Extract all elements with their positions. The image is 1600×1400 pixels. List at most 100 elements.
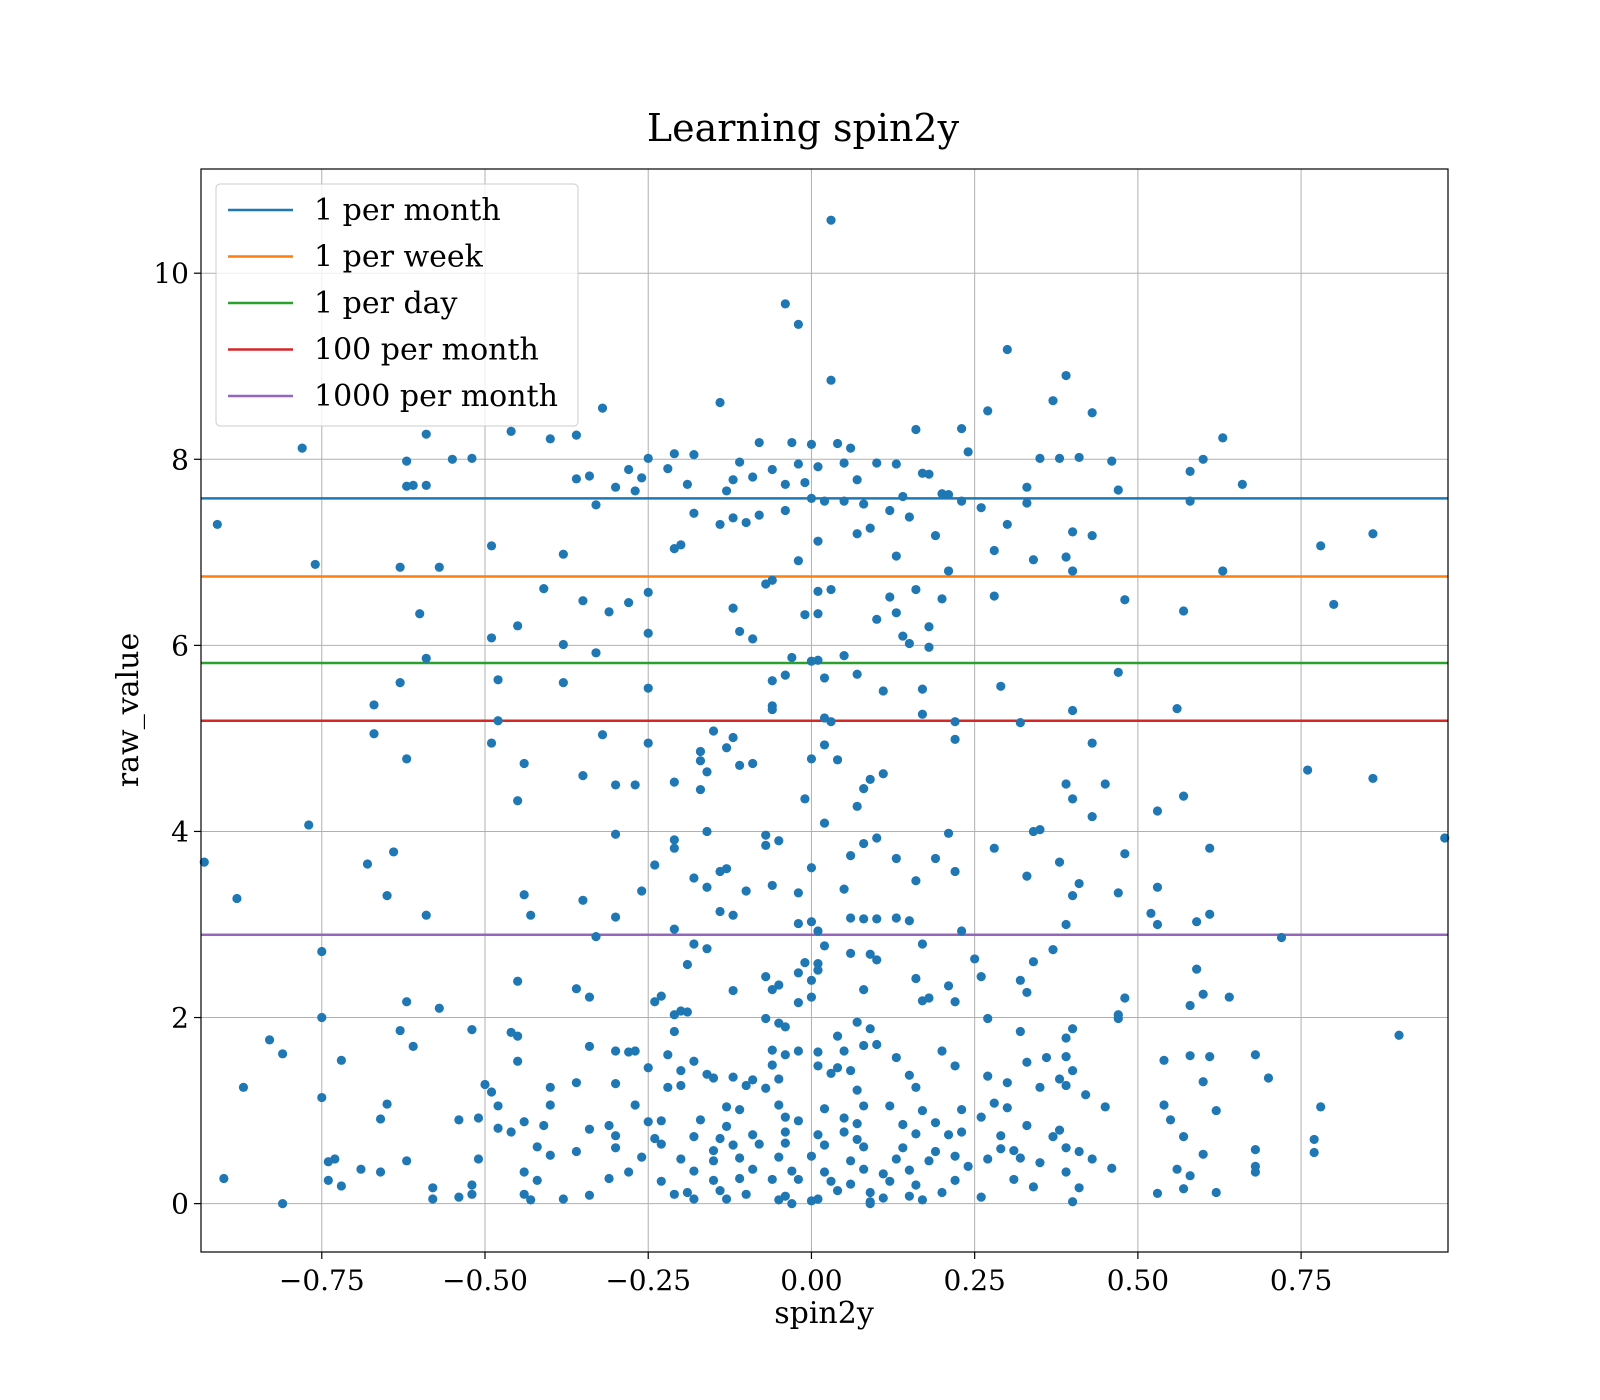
scatter-point bbox=[1205, 909, 1215, 919]
scatter-point bbox=[1205, 1052, 1215, 1062]
scatter-point bbox=[1309, 1147, 1319, 1158]
scatter-point bbox=[1185, 466, 1195, 476]
scatter-point bbox=[584, 992, 595, 1002]
scatter-point bbox=[1107, 456, 1117, 466]
scatter-point bbox=[1054, 1125, 1065, 1135]
scatter-point bbox=[1165, 1115, 1176, 1125]
scatter-point bbox=[761, 1083, 771, 1093]
scatter-point bbox=[1048, 1132, 1058, 1142]
scatter-point bbox=[421, 429, 431, 439]
scatter-point bbox=[904, 1191, 914, 1201]
scatter-point bbox=[957, 1105, 967, 1115]
scatter-point bbox=[434, 562, 444, 572]
scatter-point bbox=[748, 1075, 758, 1085]
scatter-point bbox=[865, 949, 875, 959]
scatter-point bbox=[976, 1192, 986, 1202]
scatter-point bbox=[558, 639, 568, 650]
scatter-point bbox=[708, 1175, 719, 1185]
scatter-point bbox=[212, 519, 222, 530]
scatter-point bbox=[689, 939, 699, 949]
scatter-point bbox=[957, 496, 967, 506]
scatter-point bbox=[943, 490, 954, 500]
scatter-point bbox=[1054, 453, 1065, 463]
scatter-point bbox=[878, 769, 888, 779]
scatter-point bbox=[1028, 1182, 1039, 1192]
scatter-point bbox=[1100, 1102, 1110, 1112]
scatter-point bbox=[519, 1117, 529, 1127]
scatter-point bbox=[1440, 833, 1450, 843]
scatter-point bbox=[989, 591, 999, 601]
scatter-point bbox=[1015, 1026, 1025, 1037]
scatter-point bbox=[624, 464, 634, 475]
scatter-point bbox=[885, 505, 895, 516]
scatter-point bbox=[865, 1199, 875, 1209]
scatter-point bbox=[963, 1161, 973, 1172]
scatter-point bbox=[891, 608, 901, 618]
scatter-point bbox=[911, 973, 921, 984]
scatter-point bbox=[467, 1180, 477, 1190]
data-points bbox=[199, 215, 1450, 1209]
scatter-point bbox=[1022, 1057, 1032, 1067]
scatter-point bbox=[630, 1100, 640, 1110]
scatter-point bbox=[930, 1146, 941, 1157]
scatter-point bbox=[728, 1072, 738, 1082]
scatter-point bbox=[950, 717, 960, 727]
scatter-point bbox=[702, 944, 712, 954]
scatter-point bbox=[1061, 779, 1071, 789]
legend-label: 100 per month bbox=[314, 333, 539, 368]
scatter-point bbox=[356, 1164, 366, 1174]
scatter-point bbox=[689, 450, 699, 460]
scatter-point bbox=[689, 873, 699, 883]
scatter-point bbox=[806, 863, 817, 873]
scatter-point bbox=[362, 859, 373, 869]
legend: 1 per month 1 per week 1 per day 100 per mo… bbox=[215, 183, 579, 427]
scatter-point bbox=[1329, 599, 1339, 610]
scatter-point bbox=[532, 1142, 542, 1152]
scatter-point bbox=[917, 709, 928, 719]
scatter-point bbox=[558, 549, 568, 559]
scatter-point bbox=[584, 471, 595, 481]
scatter-point bbox=[486, 633, 497, 643]
scatter-point bbox=[728, 513, 738, 523]
y-tick-label: 8 bbox=[171, 443, 189, 476]
scatter-point bbox=[1152, 806, 1163, 816]
scatter-point bbox=[865, 523, 875, 533]
scatter-point bbox=[904, 1165, 914, 1175]
scatter-point bbox=[1028, 957, 1039, 967]
scatter-point bbox=[1107, 1163, 1117, 1173]
scatter-point bbox=[689, 1132, 699, 1142]
scatter-point bbox=[467, 453, 477, 463]
scatter-point bbox=[545, 1082, 555, 1092]
scatter-point bbox=[885, 1176, 895, 1186]
scatter-point bbox=[748, 758, 758, 769]
scatter-point bbox=[767, 1045, 777, 1055]
scatter-point bbox=[610, 482, 621, 492]
scatter-point bbox=[493, 1101, 503, 1111]
scatter-point bbox=[793, 1174, 803, 1185]
scatter-point bbox=[748, 472, 758, 482]
scatter-point bbox=[1061, 552, 1071, 562]
scatter-point bbox=[741, 1189, 751, 1199]
scatter-point bbox=[480, 1079, 490, 1090]
scatter-point bbox=[689, 508, 699, 518]
scatter-point bbox=[774, 1152, 784, 1162]
scatter-point bbox=[232, 893, 242, 904]
scatter-point bbox=[976, 971, 986, 982]
scatter-point bbox=[1041, 1052, 1052, 1063]
scatter-point bbox=[996, 1131, 1006, 1141]
scatter-point bbox=[1159, 1100, 1169, 1110]
scatter-point bbox=[630, 1046, 640, 1056]
scatter-point bbox=[630, 486, 640, 496]
scatter-point bbox=[669, 1189, 679, 1199]
y-axis-label: raw_value bbox=[111, 633, 146, 787]
scatter-point bbox=[1316, 541, 1326, 551]
scatter-point bbox=[780, 479, 790, 490]
scatter-point bbox=[1061, 370, 1071, 381]
scatter-point bbox=[839, 458, 849, 468]
scatter-point bbox=[682, 1007, 692, 1017]
scatter-point bbox=[1394, 1030, 1404, 1040]
scatter-point bbox=[976, 503, 986, 513]
scatter-point bbox=[1054, 857, 1065, 867]
scatter-point bbox=[1002, 519, 1012, 530]
scatter-point bbox=[950, 1175, 960, 1185]
